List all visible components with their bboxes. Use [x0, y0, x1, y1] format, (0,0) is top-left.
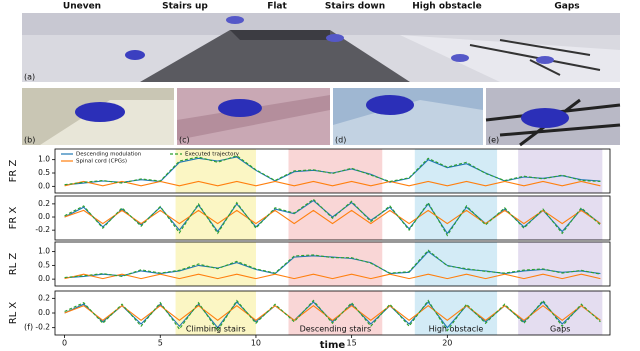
- scene-closeups: [22, 88, 621, 147]
- x-tick-label: 5: [158, 339, 163, 348]
- stairs: [140, 30, 410, 82]
- panel: 0.0 0.5 1.0 RL Z: [8, 241, 611, 287]
- scene-label: Gaps: [554, 2, 579, 12]
- y-tick-label: 1.0: [38, 247, 50, 256]
- plot-frame: [54, 241, 611, 287]
- panel-tag: (a): [24, 73, 35, 82]
- robot: [521, 108, 569, 128]
- panel: -0.2 0.0 0.2 FR X: [8, 195, 611, 241]
- region: [518, 149, 603, 193]
- legend-label: Descending modulation: [76, 152, 142, 158]
- robot: [536, 56, 554, 64]
- plot-frame: [54, 148, 611, 194]
- x-tick-label: 15: [347, 339, 357, 348]
- scene-label: High obstacle: [412, 2, 481, 12]
- gaps-floor: [400, 35, 620, 82]
- region: [414, 242, 498, 286]
- y-tick-label: 0.5: [38, 260, 50, 269]
- scene-label: Stairs up: [162, 2, 208, 12]
- labels: Uneven Stairs up Flat Stairs down High obsta…: [24, 2, 580, 332]
- panel-tag: (c): [179, 136, 190, 145]
- robot: [218, 99, 262, 117]
- gap-lines: [469, 39, 601, 76]
- region-label: Climbing stairs: [186, 325, 246, 334]
- y-tick-label: 0.0: [38, 212, 50, 221]
- step: [177, 95, 330, 140]
- y-axis-label: FR X: [8, 206, 19, 229]
- region: [175, 242, 256, 286]
- region-label: Descending stairs: [300, 325, 372, 334]
- panel-tag: (e): [488, 136, 499, 145]
- series-line: [64, 249, 601, 279]
- x-tick-label: 0: [62, 339, 67, 348]
- scene-panorama: [22, 13, 620, 82]
- robot: [125, 50, 145, 60]
- y-tick-label: 0.2: [38, 199, 50, 208]
- region: [288, 196, 383, 240]
- y-tick-label: 0.0: [38, 181, 50, 190]
- y-axis-label: FR Z: [8, 159, 19, 182]
- plot-frame: [54, 195, 611, 241]
- series-line: [64, 155, 601, 186]
- x-tick-label: 20: [442, 339, 452, 348]
- series-line: [64, 250, 601, 279]
- panorama-sky: [22, 13, 620, 35]
- y-tick-label: 0.5: [38, 168, 50, 177]
- panel-tag: (d): [335, 136, 346, 145]
- robot: [75, 102, 125, 122]
- charts: 0.0 0.5 1.0 FR Z Descending modulationSpinal…: [8, 148, 611, 351]
- y-tick-label: 0.2: [38, 293, 50, 302]
- step: [40, 100, 174, 145]
- panel-tag: (f): [24, 323, 33, 332]
- y-tick-label: 0.0: [38, 274, 50, 283]
- y-axis-label: RL X: [8, 302, 19, 325]
- panel-tag: (b): [24, 136, 35, 145]
- robot: [326, 34, 344, 42]
- scene-label: Uneven: [63, 2, 101, 12]
- robot: [366, 95, 414, 115]
- series-line: [64, 299, 601, 332]
- series-line: [64, 180, 601, 187]
- legend-label: Executed trajectory: [185, 152, 240, 158]
- series-line: [64, 209, 601, 225]
- region: [288, 242, 383, 286]
- y-tick-label: -0.2: [35, 323, 50, 332]
- y-axis-label: RL Z: [8, 253, 19, 276]
- region: [414, 149, 498, 193]
- legend-label: Spinal cord (CPGs): [76, 159, 127, 165]
- series-line: [64, 198, 601, 237]
- series-line: [64, 273, 601, 280]
- region: [518, 242, 603, 286]
- region-label: Gaps: [550, 325, 570, 334]
- stairs-top: [230, 30, 330, 40]
- y-tick-label: 1.0: [38, 155, 50, 164]
- region-label: High obstacle: [429, 325, 484, 334]
- plot-frame: [54, 290, 611, 336]
- x-tick-label: 10: [251, 339, 261, 348]
- x-axis-label: time: [320, 340, 346, 351]
- panel: -0.2 0.0 0.2 RL X 0 5 10 15 20 Climbing stairs Des…: [8, 290, 611, 351]
- region: [414, 291, 498, 335]
- region: [518, 196, 603, 240]
- scene-label: Flat: [267, 2, 287, 12]
- y-tick-label: 0.0: [38, 308, 50, 317]
- series-line: [64, 156, 601, 186]
- obstacle: [333, 100, 483, 145]
- scene-label: Stairs down: [325, 2, 385, 12]
- y-tick-label: -0.2: [35, 225, 50, 234]
- panel: 0.0 0.5 1.0 FR Z Descending modulationSpinal…: [8, 148, 611, 194]
- robot: [226, 16, 244, 24]
- robot: [451, 54, 469, 62]
